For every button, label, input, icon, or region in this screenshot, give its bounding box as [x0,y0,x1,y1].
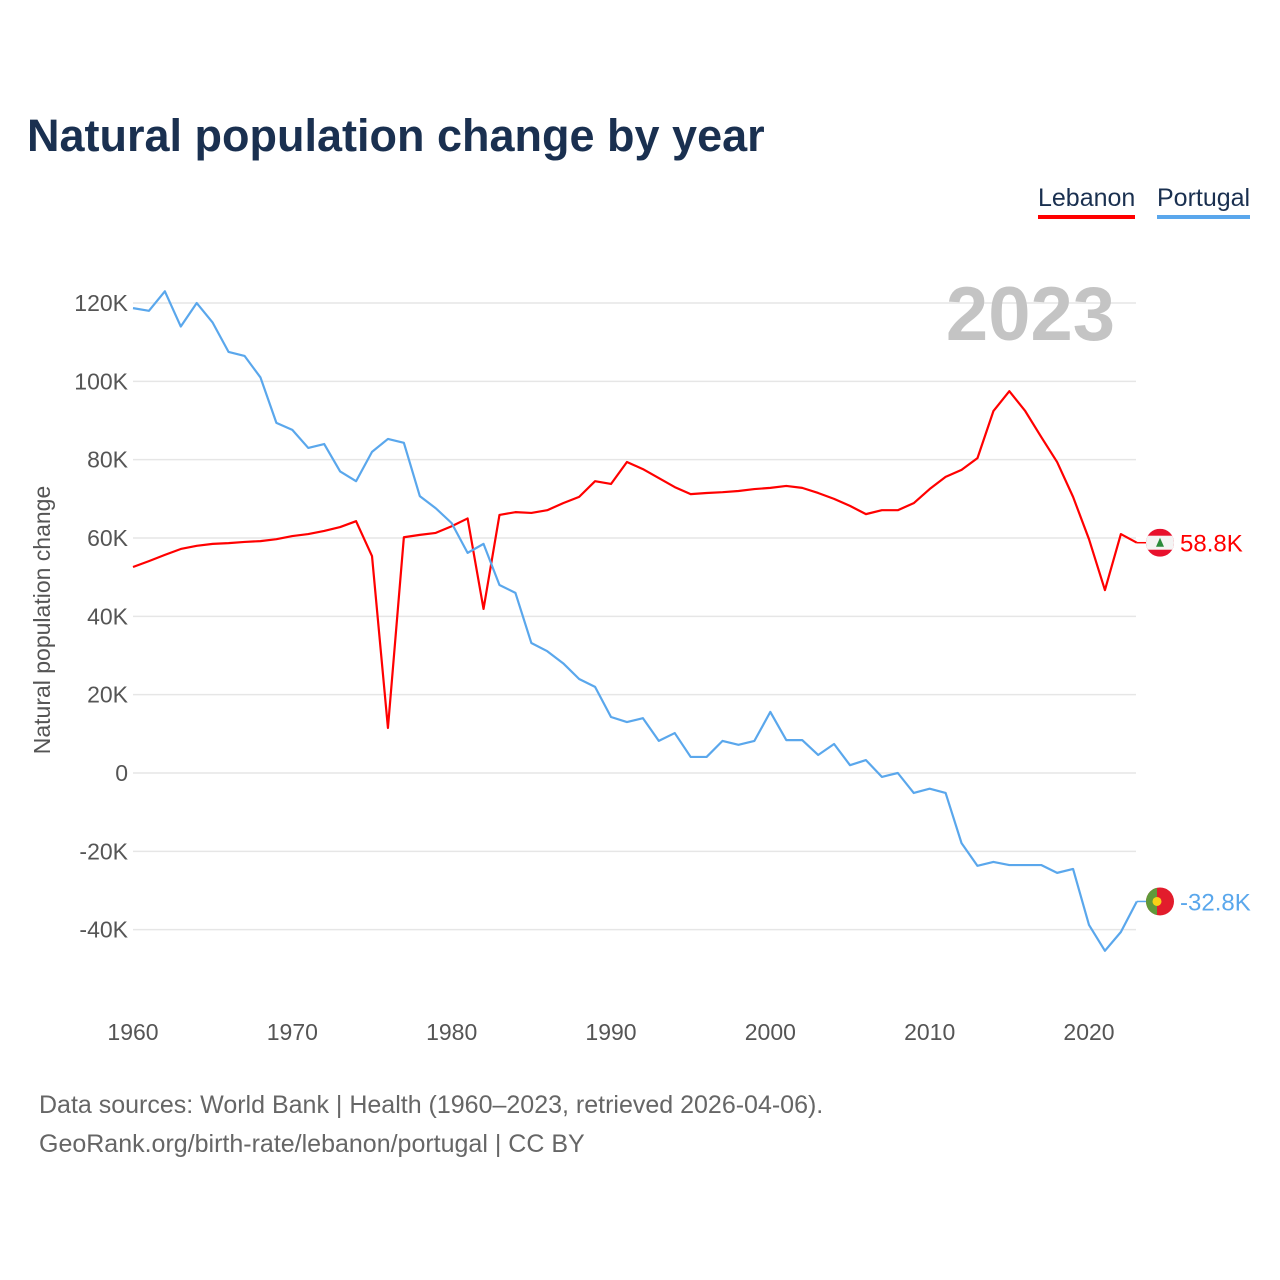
y-tick-label: 20K [87,682,129,708]
y-tick-label: 0 [115,760,128,786]
x-tick-label: 1980 [426,1019,477,1045]
legend-portugal[interactable]: Portugal [1157,184,1251,219]
source-link[interactable]: GeoRank.org/birth-rate/lebanon/portugal … [39,1130,585,1158]
y-tick-label: 40K [87,603,129,629]
x-tick-label: 2010 [904,1019,955,1045]
flag-body [1146,528,1174,557]
x-tick-label: 2020 [1063,1019,1114,1045]
x-tick-label: 1970 [267,1019,318,1045]
data-sources: Data sources: World Bank | Health (1960–… [39,1091,824,1119]
y-tick-label: -20K [79,838,128,864]
armillary [1152,896,1162,906]
x-tick-label: 1960 [107,1019,158,1045]
y-tick-label: 120K [74,290,128,316]
lebanon-flag-icon [1146,528,1174,557]
legend-lebanon[interactable]: Lebanon [1038,184,1136,219]
flag-green [1146,887,1157,916]
cedar [1156,537,1164,547]
y-tick-label: 80K [87,447,129,473]
end-value-label: -32.8K [1180,889,1251,916]
flag-body [1146,887,1174,916]
x-tick-label: 1990 [585,1019,636,1045]
series-line-portugal [132,290,1138,952]
portugal-flag-icon [1146,887,1174,916]
chart-title: Natural population change by year [27,110,765,161]
x-tick-label: 2000 [745,1019,796,1045]
end-value-label: 58.8K [1180,531,1243,558]
y-tick-label: -40K [79,917,128,943]
series-line-lebanon [132,390,1138,730]
y-axis-label: Natural population change [29,486,55,755]
year-label: 2023 [946,272,1115,357]
y-tick-label: 100K [74,368,128,394]
footer: Data sources: World Bank | Health (1960–… [39,1086,823,1164]
y-tick-label: 60K [87,525,129,551]
